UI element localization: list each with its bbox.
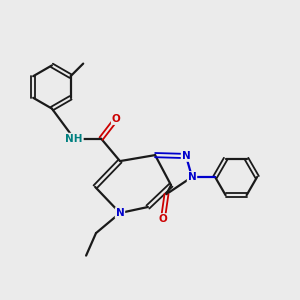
Text: N: N (182, 151, 190, 161)
Text: N: N (188, 172, 196, 182)
Text: N: N (116, 208, 124, 218)
Text: NH: NH (65, 134, 83, 144)
Text: O: O (158, 214, 167, 224)
Text: O: O (112, 114, 121, 124)
